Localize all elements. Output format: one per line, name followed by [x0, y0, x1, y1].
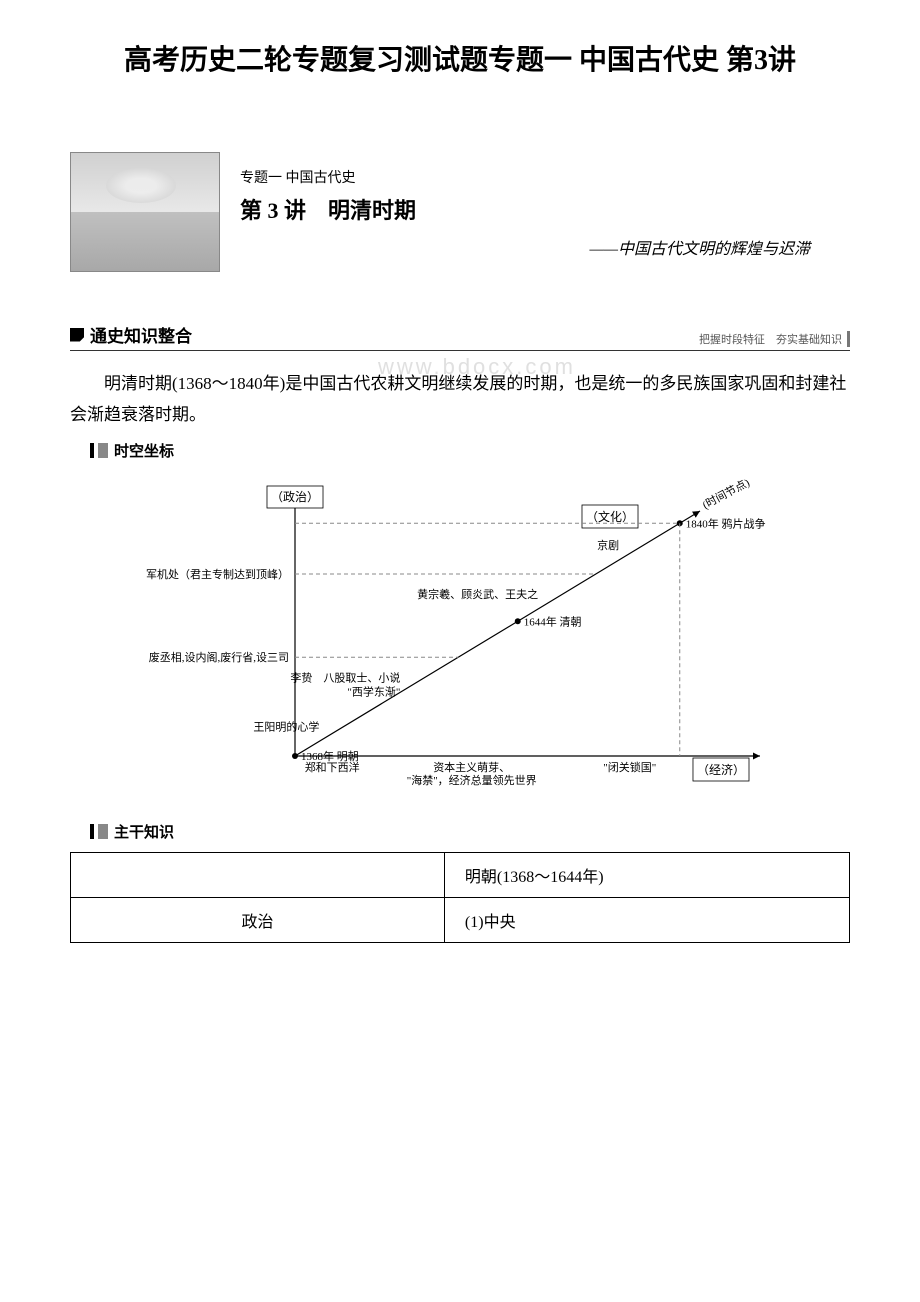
banner-image	[70, 152, 220, 272]
timeline-diagram: （政治） （经济） （文化） (时间节点) 1368年 明朝 1644年 清朝 1840年 …	[140, 476, 780, 796]
svg-text:1644年 清朝: 1644年 清朝	[524, 614, 582, 628]
svg-text:（文化）: （文化）	[586, 509, 634, 524]
svg-text:（政治）: （政治）	[271, 490, 319, 504]
svg-text:资本主义萌芽、: 资本主义萌芽、	[433, 760, 510, 774]
timeline-diagram-wrap: （政治） （经济） （文化） (时间节点) 1368年 明朝 1644年 清朝 1840年 …	[70, 476, 850, 796]
content-table: 明朝(1368～1644年) 政治 (1)中央	[70, 852, 850, 943]
table-cell-val: (1)中央	[444, 898, 849, 943]
svg-text:黄宗羲、顾炎武、王夫之: 黄宗羲、顾炎武、王夫之	[417, 587, 538, 601]
table-cell-empty	[71, 853, 445, 898]
banner-pretitle: 专题一 中国古代史	[240, 167, 850, 187]
svg-text:废丞相,设内阁,废行省,设三司: 废丞相,设内阁,废行省,设三司	[149, 650, 289, 664]
lesson-banner: 专题一 中国古代史 第 3 讲 明清时期 中国古代文明的辉煌与迟滞	[70, 152, 850, 272]
section-header: 通史知识整合 把握时段特征 夯实基础知识	[70, 322, 850, 351]
svg-text:(时间节点): (时间节点)	[700, 476, 752, 512]
banner-subtitle: 中国古代文明的辉煌与迟滞	[240, 235, 850, 259]
table-row: 政治 (1)中央	[71, 898, 850, 943]
svg-text:军机处（君主专制达到顶峰）: 军机处（君主专制达到顶峰）	[146, 567, 289, 581]
svg-text:"西学东渐": "西学东渐"	[347, 685, 400, 699]
sub-header-knowledge: 主干知识	[90, 821, 850, 842]
section-header-label: 通史知识整合	[70, 322, 192, 347]
svg-text:京剧: 京剧	[597, 538, 619, 552]
sub-header-timeline: 时空坐标	[90, 440, 850, 461]
banner-text: 专题一 中国古代史 第 3 讲 明清时期 中国古代文明的辉煌与迟滞	[240, 152, 850, 259]
svg-text:李贽 八股取士、小说: 李贽 八股取士、小说	[290, 671, 400, 685]
intro-paragraph: www.bdocx.com 明清时期(1368～1840年)是中国古代农耕文明继…	[70, 369, 850, 430]
svg-text:1368年 明朝: 1368年 明朝	[301, 749, 359, 763]
svg-text:"闭关锁国": "闭关锁国"	[603, 760, 656, 774]
svg-text:（经济）: （经济）	[697, 762, 745, 777]
banner-lesson: 第 3 讲 明清时期	[240, 193, 850, 225]
table-row: 明朝(1368～1644年)	[71, 853, 850, 898]
page-title: 高考历史二轮专题复习测试题专题一 中国古代史 第3讲	[70, 40, 850, 82]
table-cell-cat: 政治	[71, 898, 445, 943]
svg-text:王阳明的心学: 王阳明的心学	[253, 720, 319, 734]
table-cell-header: 明朝(1368～1644年)	[444, 853, 849, 898]
section-header-note: 把握时段特征 夯实基础知识	[699, 331, 850, 347]
svg-text:郑和下西洋: 郑和下西洋	[305, 760, 360, 774]
intro-text: 明清时期(1368～1840年)是中国古代农耕文明继续发展的时期，也是统一的多民…	[70, 374, 846, 424]
svg-text:1840年 鸦片战争: 1840年 鸦片战争	[686, 516, 766, 530]
svg-text:"海禁"，经济总量领先世界: "海禁"，经济总量领先世界	[407, 773, 537, 787]
